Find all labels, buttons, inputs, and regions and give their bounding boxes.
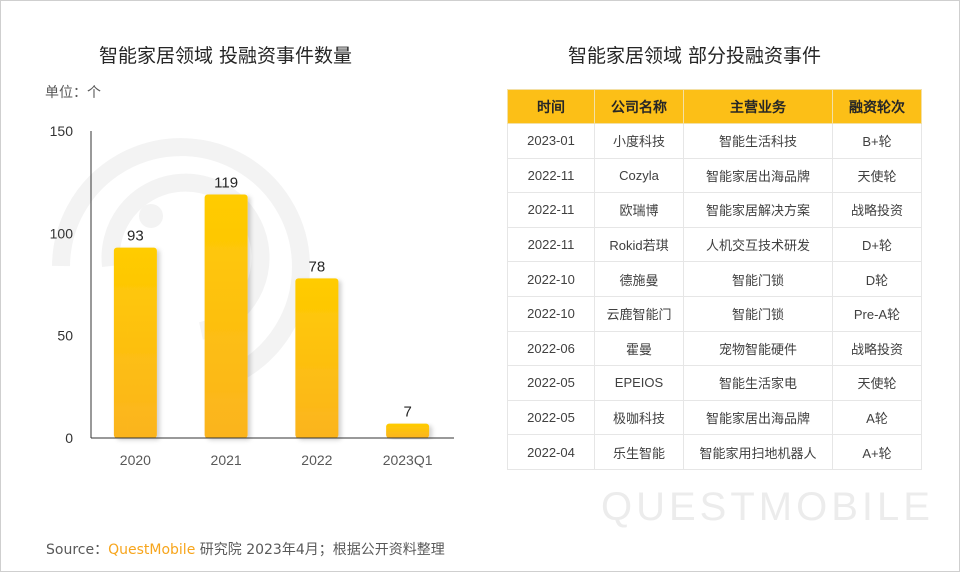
cell-business: 智能家居出海品牌: [683, 399, 833, 436]
bar-2021: [204, 194, 248, 438]
x-tick-label: 2021: [211, 452, 242, 468]
bar-2023Q1: [386, 423, 430, 438]
bar-2020: [113, 247, 157, 438]
y-tick-label: 50: [57, 328, 73, 344]
cell-time: 2022-11: [507, 192, 595, 228]
table-row: 2023-01 小度科技 智能生活科技 B+轮: [507, 123, 922, 159]
table-row: 2022-06 霍曼 宠物智能硬件 战略投资: [507, 330, 922, 367]
cell-round: 天使轮: [832, 365, 922, 401]
table-row: 2022-11 Cozyla 智能家居出海品牌 天使轮: [507, 157, 922, 194]
cell-company: 极咖科技: [594, 399, 684, 436]
cell-business: 智能生活科技: [683, 123, 833, 159]
cell-time: 2022-10: [507, 295, 595, 332]
table-header-row: 时间 公司名称 主营业务 融资轮次: [507, 89, 922, 124]
brand-name: QuestMobile: [108, 542, 196, 558]
cell-company: 霍曼: [594, 330, 684, 367]
bar-chart: 0 50 100 150 93 119 78 7 2020 2021 2022 2023Q1: [50, 123, 454, 468]
cell-time: 2023-01: [507, 123, 595, 159]
header-time: 时间: [507, 89, 595, 124]
x-tick-label: 2020: [120, 452, 151, 468]
source-suffix: 研究院 2023年4月；根据公开资料整理: [199, 542, 445, 558]
bar-2022: [295, 278, 339, 438]
cell-round: 天使轮: [832, 157, 922, 194]
table-row: 2022-10 德施曼 智能门锁 D轮: [507, 261, 922, 297]
cell-round: D轮: [832, 261, 922, 297]
cell-time: 2022-06: [507, 330, 595, 367]
cell-business: 宠物智能硬件: [683, 330, 833, 367]
table-row: 2022-10 云鹿智能门 智能门锁 Pre-A轮: [507, 295, 922, 332]
cell-company: Cozyla: [594, 157, 684, 194]
cell-round: 战略投资: [832, 192, 922, 228]
cell-time: 2022-04: [507, 434, 595, 470]
investment-events-table: 时间 公司名称 主营业务 融资轮次 2023-01 小度科技 智能生活科技 B+轮 20…: [507, 89, 922, 470]
cell-business: 智能门锁: [683, 295, 833, 332]
header-round: 融资轮次: [832, 89, 922, 124]
cell-company: 乐生智能: [594, 434, 684, 470]
y-axis-ticks: 0 50 100 150: [50, 123, 74, 446]
cell-round: Pre-A轮: [832, 295, 922, 332]
data-label: 7: [403, 404, 411, 421]
table-row: 2022-11 欧瑞博 智能家居解决方案 战略投资: [507, 192, 922, 228]
cell-round: B+轮: [832, 123, 922, 159]
cell-round: A+轮: [832, 434, 922, 470]
y-tick-label: 100: [50, 225, 74, 241]
unit-label: 单位：个: [45, 85, 101, 101]
cell-time: 2022-05: [507, 365, 595, 401]
data-label: 93: [127, 228, 144, 245]
cell-company: Rokid若琪: [594, 226, 684, 263]
cell-round: 战略投资: [832, 330, 922, 367]
table-row: 2022-05 EPEIOS 智能生活家电 天使轮: [507, 365, 922, 401]
cell-company: 云鹿智能门: [594, 295, 684, 332]
cell-round: A轮: [832, 399, 922, 436]
cell-business: 智能生活家电: [683, 365, 833, 401]
cell-time: 2022-05: [507, 399, 595, 436]
source-note: Source：QuestMobile 研究院 2023年4月；根据公开资料整理: [46, 539, 445, 559]
bars: 93 119 78 7: [113, 174, 430, 438]
y-tick-label: 150: [50, 123, 74, 139]
source-prefix: Source：: [46, 542, 109, 558]
table-title: 智能家居领域 部分投融资事件: [568, 45, 822, 67]
cell-company: 德施曼: [594, 261, 684, 297]
header-business: 主营业务: [683, 89, 833, 124]
x-tick-label: 2023Q1: [383, 452, 433, 468]
data-label: 78: [309, 258, 326, 275]
cell-company: 小度科技: [594, 123, 684, 159]
header-company: 公司名称: [594, 89, 684, 124]
table-row: 2022-04 乐生智能 智能家用扫地机器人 A+轮: [507, 434, 922, 470]
cell-business: 智能门锁: [683, 261, 833, 297]
y-tick-label: 0: [65, 430, 73, 446]
cell-round: D+轮: [832, 226, 922, 263]
cell-time: 2022-11: [507, 226, 595, 263]
cell-company: 欧瑞博: [594, 192, 684, 228]
data-label: 119: [214, 174, 238, 191]
chart-title: 智能家居领域 投融资事件数量: [99, 45, 353, 67]
cell-business: 人机交互技术研发: [683, 226, 833, 263]
table-row: 2022-05 极咖科技 智能家居出海品牌 A轮: [507, 399, 922, 436]
watermark-text: QUESTMOBILE: [601, 485, 934, 529]
cell-business: 智能家用扫地机器人: [683, 434, 833, 470]
cell-business: 智能家居出海品牌: [683, 157, 833, 194]
x-tick-label: 2022: [301, 452, 332, 468]
cell-time: 2022-10: [507, 261, 595, 297]
x-axis-ticks: 2020 2021 2022 2023Q1: [120, 452, 433, 468]
cell-company: EPEIOS: [594, 365, 684, 401]
table-row: 2022-11 Rokid若琪 人机交互技术研发 D+轮: [507, 226, 922, 263]
cell-business: 智能家居解决方案: [683, 192, 833, 228]
cell-time: 2022-11: [507, 157, 595, 194]
